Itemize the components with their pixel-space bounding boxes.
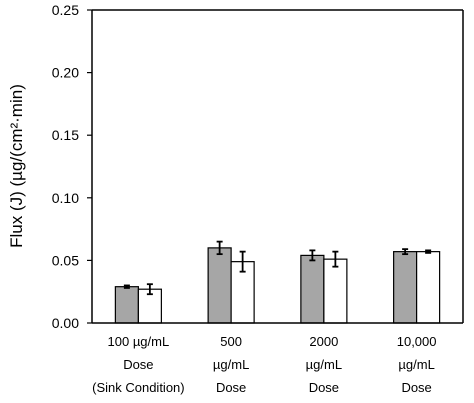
bar-series-1 [393,251,418,324]
category-label-line: µg/mL [398,357,434,372]
y-ticks: 0.00 0.05 0.10 0.15 0.20 0.25 [52,2,92,331]
bar-series-2 [323,258,348,324]
category-label-line: (Sink Condition) [92,380,185,395]
y-tick-label: 0.15 [52,127,79,143]
category-label-line: 500 [220,334,242,349]
category-label-line: 100 µg/mL [108,334,170,349]
y-tick-label: 0.25 [52,2,79,18]
category-label-line: Dose [309,380,339,395]
error-bars-layer [123,240,432,296]
bars-layer [114,247,441,324]
category-label-line: µg/mL [306,357,342,372]
y-tick-label: 0.05 [52,252,79,268]
bar-series-1 [114,286,139,324]
category-label-line: 10,000 [397,334,437,349]
y-tick-label: 0.20 [52,65,79,81]
bar-series-1 [300,254,325,324]
x-category-labels: 100 µg/mL Dose (Sink Condition) 500 µg/mL Dos… [92,334,436,395]
category-label-line: Dose [123,357,153,372]
bar-series-2 [416,251,441,324]
category-label-line: Dose [216,380,246,395]
y-axis-label: Flux (J) (µg/(cm²·min) [7,84,26,248]
category-label-line: 2000 [309,334,338,349]
category-label-line: µg/mL [213,357,249,372]
bar-series-1 [207,247,232,324]
y-tick-label: 0.00 [52,315,79,331]
y-tick-label: 0.10 [52,190,79,206]
category-label-line: Dose [401,380,431,395]
